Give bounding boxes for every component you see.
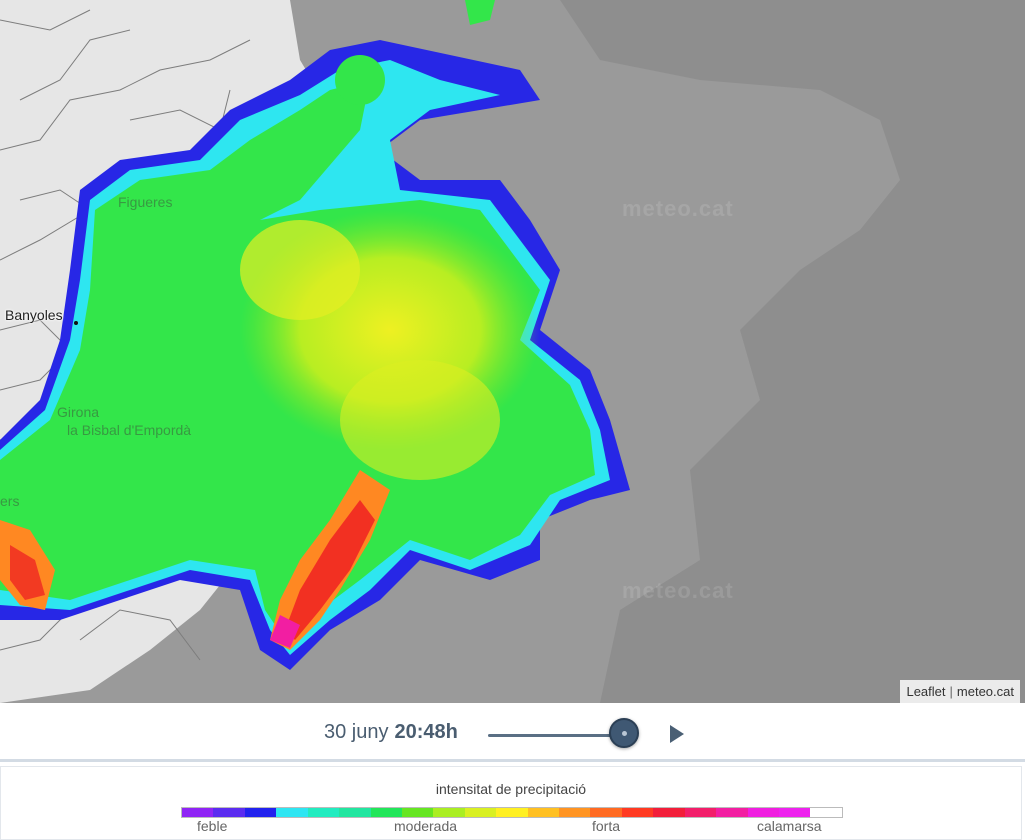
legend-swatch <box>621 808 654 817</box>
legend-label-calamarsa: calamarsa <box>757 818 822 834</box>
legend-swatch <box>590 808 622 817</box>
place-label-girona: Girona <box>57 404 100 420</box>
time-slider-track[interactable] <box>488 734 638 737</box>
map-canvas <box>0 0 1025 703</box>
legend-swatch <box>684 808 717 817</box>
city-dot-banyoles <box>74 321 78 325</box>
attribution-separator: | <box>949 684 953 699</box>
legend-swatch <box>496 808 528 817</box>
legend-swatch <box>307 808 340 817</box>
legend-label-forta: forta <box>592 818 621 834</box>
legend-swatch <box>559 808 591 817</box>
legend-swatch <box>653 808 685 817</box>
play-icon[interactable] <box>670 725 684 743</box>
legend-swatch <box>370 808 402 817</box>
place-label-la-bisbal: la Bisbal d'Empordà <box>67 422 192 438</box>
legend-swatch <box>810 808 842 817</box>
legend-swatch <box>464 808 497 817</box>
legend-swatch <box>433 808 465 817</box>
legend-swatch <box>182 808 214 817</box>
map-attribution: Leaflet | meteo.cat <box>900 680 1020 703</box>
timestamp-label: 30 juny 20:48h <box>324 721 458 744</box>
legend-swatch <box>401 808 434 817</box>
meteocat-link[interactable]: meteo.cat <box>956 684 1014 699</box>
legend-swatch <box>213 808 245 817</box>
legend-title: intensitat de precipitació <box>435 781 587 797</box>
time-text: 20:48h <box>394 721 458 743</box>
legend-swatch <box>747 808 780 817</box>
place-label-figueres: Figueres <box>118 194 173 210</box>
legend-label-moderada: moderada <box>394 818 458 834</box>
time-slider-handle[interactable] <box>609 718 639 748</box>
legend-swatch <box>339 808 371 817</box>
date-text: 30 juny <box>324 721 389 743</box>
radar-map[interactable]: Figueres Banyoles Girona la Bisbal d'Emp… <box>0 0 1025 703</box>
distant-land <box>560 0 1025 703</box>
precipitation-legend: intensitat de precipitació feble moderad… <box>0 766 1022 840</box>
leaflet-link[interactable]: Leaflet <box>906 684 946 699</box>
legend-label-feble: feble <box>197 818 228 834</box>
watermark-logo: meteo.cat <box>622 196 734 221</box>
place-label-partial: ers <box>0 493 20 509</box>
legend-swatch <box>716 808 748 817</box>
legend-swatch <box>276 808 308 817</box>
legend-color-scale <box>181 807 843 818</box>
timeline-controls: 30 juny 20:48h <box>0 703 1025 762</box>
place-label-banyoles: Banyoles <box>5 307 63 323</box>
legend-swatch <box>527 808 560 817</box>
watermark-logo: meteo.cat <box>622 578 734 603</box>
legend-swatch <box>779 808 811 817</box>
legend-swatch <box>244 808 277 817</box>
